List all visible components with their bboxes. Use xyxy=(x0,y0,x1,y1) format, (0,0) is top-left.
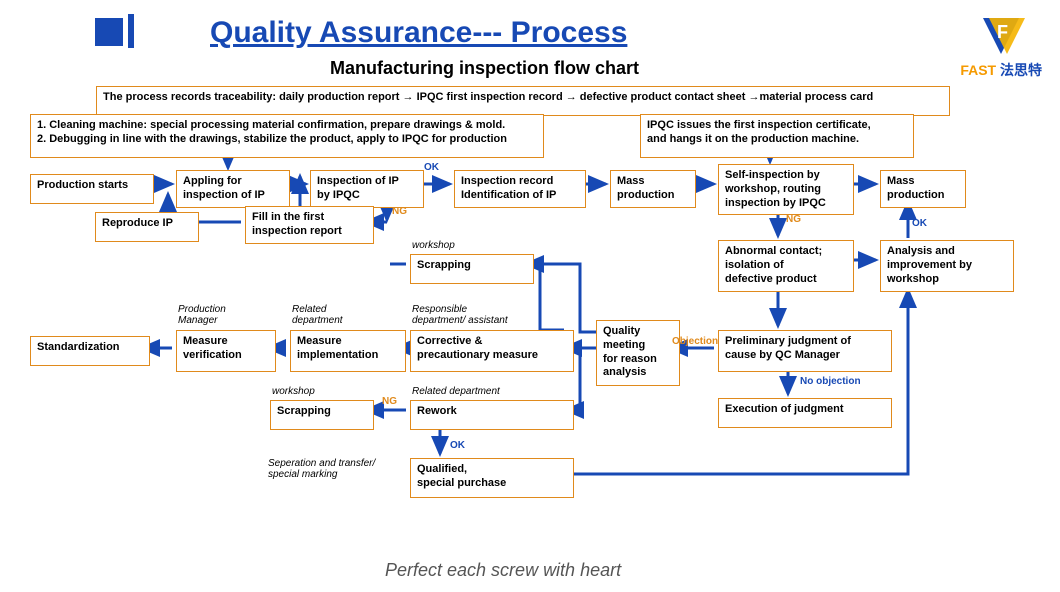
node-n5: Massproduction xyxy=(610,170,696,208)
node-rework_cap: Related department xyxy=(412,386,500,397)
flowchart-canvas: Quality Assurance--- Process Manufacturi… xyxy=(0,0,1060,592)
title-decorator-square xyxy=(95,18,123,46)
node-scrap1: Scrapping xyxy=(410,254,534,284)
node-mi_cap: Relateddepartment xyxy=(292,304,343,326)
node-rework: Rework xyxy=(410,400,574,430)
node-mi: Measureimplementation xyxy=(290,330,406,372)
edge-label-obj: Objection xyxy=(672,336,718,347)
node-trace: The process records traceability: daily … xyxy=(96,86,950,116)
node-std: Standardization xyxy=(30,336,150,366)
edge-label-ng2: NG xyxy=(786,214,801,225)
node-scrap1_cap: workshop xyxy=(412,240,455,251)
node-n8: Reproduce IP xyxy=(95,212,199,242)
node-scrap2: Scrapping xyxy=(270,400,374,430)
node-prep: 1. Cleaning machine: special processing … xyxy=(30,114,544,158)
edge-label-ng1: NG xyxy=(392,206,407,217)
edge-31 xyxy=(526,264,596,332)
node-n2: Appling forinspection of IP xyxy=(176,170,290,208)
node-scrap2_cap: workshop xyxy=(272,386,315,397)
edge-label-ok1: OK xyxy=(424,162,439,173)
edge-label-ok2: OK xyxy=(912,218,927,229)
brand-logo: F FAST 法思特 xyxy=(960,14,1042,80)
logo-triangle-icon: F xyxy=(971,14,1031,60)
node-n3: Inspection of IPby IPQC xyxy=(310,170,424,208)
footer-tagline: Perfect each screw with heart xyxy=(385,560,621,581)
title-decorator-bar xyxy=(128,14,134,48)
node-qual_cap: Seperation and transfer/special marking xyxy=(268,458,375,480)
edge-label-noobj: No objection xyxy=(800,376,861,387)
node-mv_cap: ProductionManager xyxy=(178,304,226,326)
logo-text: FAST 法思特 xyxy=(960,60,1042,80)
node-qm: Qualitymeetingfor reasonanalysis xyxy=(596,320,680,386)
node-cpm: Corrective &precautionary measure xyxy=(410,330,574,372)
page-subtitle: Manufacturing inspection flow chart xyxy=(330,58,639,79)
node-n9: Fill in the firstinspection report xyxy=(245,206,374,244)
node-n7: Massproduction xyxy=(880,170,966,208)
node-abn: Abnormal contact;isolation ofdefective p… xyxy=(718,240,854,292)
node-n4: Inspection recordIdentification of IP xyxy=(454,170,586,208)
node-mv: Measureverification xyxy=(176,330,276,372)
page-title: Quality Assurance--- Process xyxy=(210,16,627,50)
edge-label-ok3: OK xyxy=(450,440,465,451)
node-ipqc_cert: IPQC issues the first inspection certifi… xyxy=(640,114,914,158)
node-n1: Production starts xyxy=(30,174,154,204)
node-qual: Qualified,special purchase xyxy=(410,458,574,498)
edge-label-ng3: NG xyxy=(382,396,397,407)
node-n6: Self-inspection byworkshop, routinginspe… xyxy=(718,164,854,215)
node-ana: Analysis andimprovement byworkshop xyxy=(880,240,1014,292)
node-exec: Execution of judgment xyxy=(718,398,892,428)
svg-text:F: F xyxy=(997,22,1008,42)
node-prelim: Preliminary judgment ofcause by QC Manag… xyxy=(718,330,892,372)
node-cpm_cap: Responsibledepartment/ assistant xyxy=(412,304,508,326)
